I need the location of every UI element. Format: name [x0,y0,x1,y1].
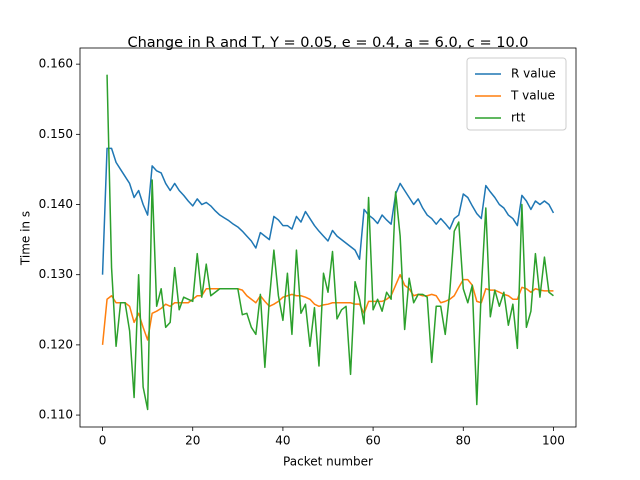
y-axis-label: Time in s [19,211,33,266]
y-tick-label: 0.150 [39,127,73,141]
x-tick-label: 0 [99,434,107,448]
x-tick-label: 20 [185,434,200,448]
legend-label: rtt [511,111,526,125]
x-tick-label: 40 [275,434,290,448]
y-tick-label: 0.160 [39,57,73,71]
x-tick-label: 80 [456,434,471,448]
y-tick-label: 0.140 [39,197,73,211]
legend-label: T value [510,89,555,103]
chart-title: Change in R and T, Y = 0.05, e = 0.4, a … [127,35,528,51]
series-line [101,147,555,275]
x-axis-label: Packet number [283,455,373,469]
x-tick-label: 100 [542,434,565,448]
y-tick-label: 0.110 [39,408,73,422]
plot-frame [79,47,577,428]
legend-box [466,57,567,131]
y-tick-label: 0.130 [39,267,73,281]
series-line [106,74,554,411]
legend-label: R value [511,67,556,81]
y-tick-label: 0.120 [39,337,73,351]
x-tick-label: 60 [365,434,380,448]
